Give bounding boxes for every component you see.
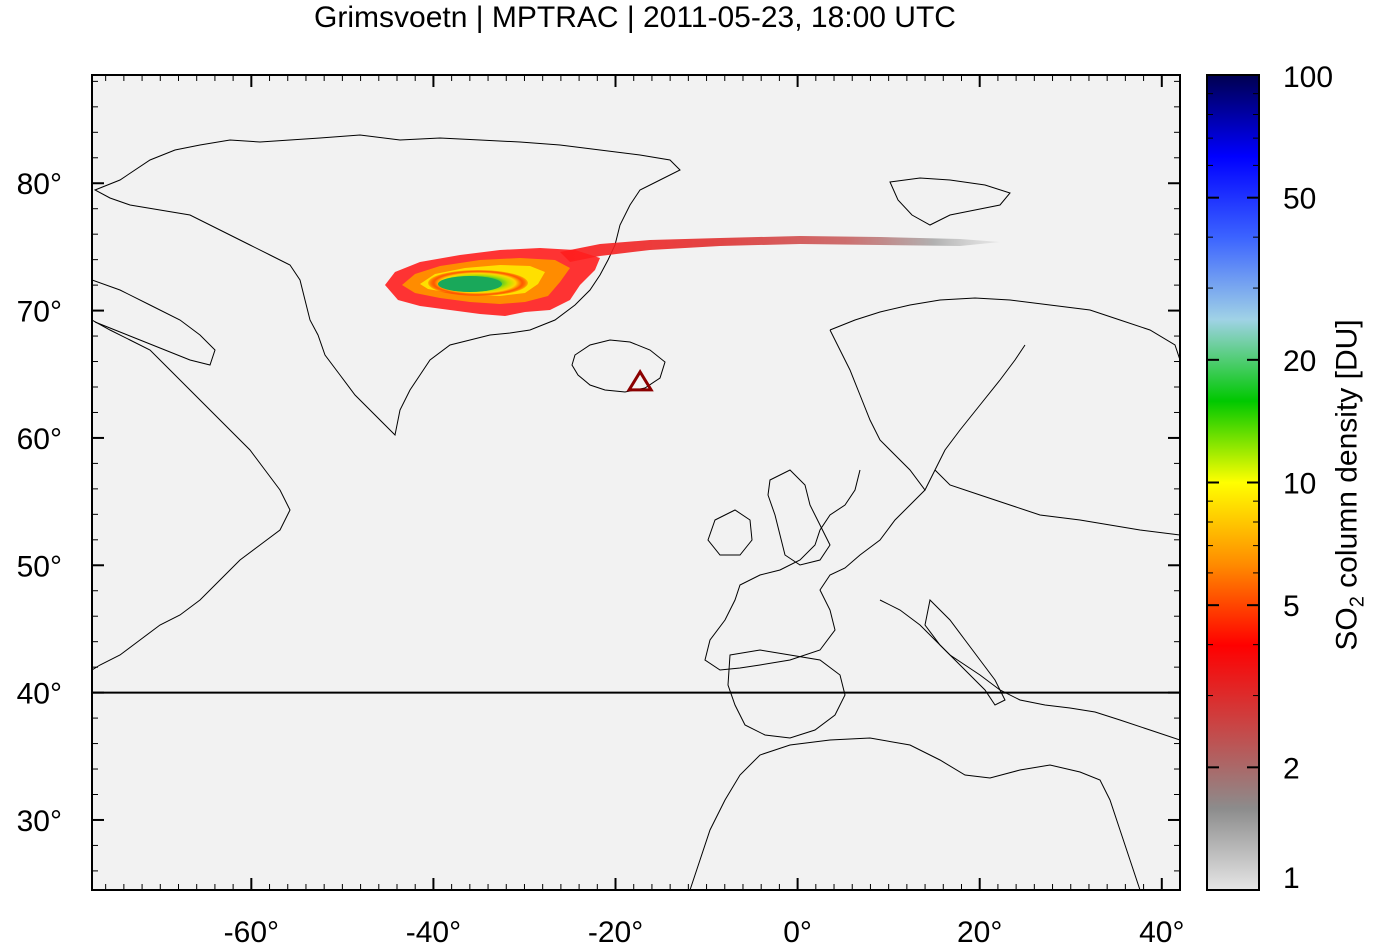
- colorbar-ticks: 100 50 20 10 5 2 1: [1207, 61, 1333, 895]
- plume-tail: [560, 236, 1000, 262]
- colorbar-tick-label: 20: [1283, 345, 1316, 378]
- greenland-coastline: [93, 134, 681, 437]
- ireland-coastline: [707, 509, 753, 556]
- colorbar-label: SO2 column density [DU]: [1330, 319, 1369, 651]
- map-frame: [91, 74, 1181, 891]
- coastlines: [92, 134, 1180, 890]
- so2-plume: [385, 236, 1000, 316]
- y-tick-label: 60°: [17, 423, 62, 456]
- europe-coastline: [704, 297, 1180, 741]
- x-axis: -60° -40° -20° 0° 20° 40°: [105, 75, 1184, 949]
- colorbar-tick-label: 50: [1283, 183, 1316, 216]
- y-tick-label: 50°: [17, 550, 62, 583]
- colorbar-tick-label: 100: [1283, 61, 1333, 94]
- x-tick-label: -20°: [588, 916, 643, 949]
- colorbar-tick-label: 5: [1283, 590, 1300, 623]
- britain-coastline: [767, 469, 831, 566]
- x-tick-label: -60°: [224, 916, 279, 949]
- y-tick-label: 40°: [17, 678, 62, 711]
- north-america-coastline: [92, 319, 291, 671]
- baffin-coastline: [92, 279, 216, 366]
- x-tick-label: 0°: [783, 916, 812, 949]
- y-tick-label: 70°: [17, 296, 62, 329]
- y-tick-label: 80°: [17, 168, 62, 201]
- colorbar-tick-label: 10: [1283, 468, 1316, 501]
- triangle-icon: [626, 369, 654, 392]
- map-background: [92, 75, 1180, 890]
- y-axis: 80° 70° 60° 50° 40° 30°: [17, 80, 1180, 872]
- x-tick-label: -40°: [406, 916, 461, 949]
- africa-coastline: [689, 737, 1141, 890]
- map-title: Grimsvoetn | MPTRAC | 2011-05-23, 18:00 …: [314, 1, 956, 34]
- svalbard-coastline: [889, 177, 1011, 226]
- x-tick-label: 40°: [1139, 916, 1184, 949]
- colorbar-tick-label: 1: [1283, 862, 1300, 895]
- plume-center: [438, 276, 502, 292]
- italy-coastline: [924, 598, 1006, 706]
- x-tick-label: 20°: [957, 916, 1002, 949]
- colorbar-tick-label: 2: [1283, 752, 1300, 785]
- y-tick-label: 30°: [17, 805, 62, 838]
- iberia-coastline: [727, 649, 846, 739]
- iceland-coastline: [571, 339, 666, 393]
